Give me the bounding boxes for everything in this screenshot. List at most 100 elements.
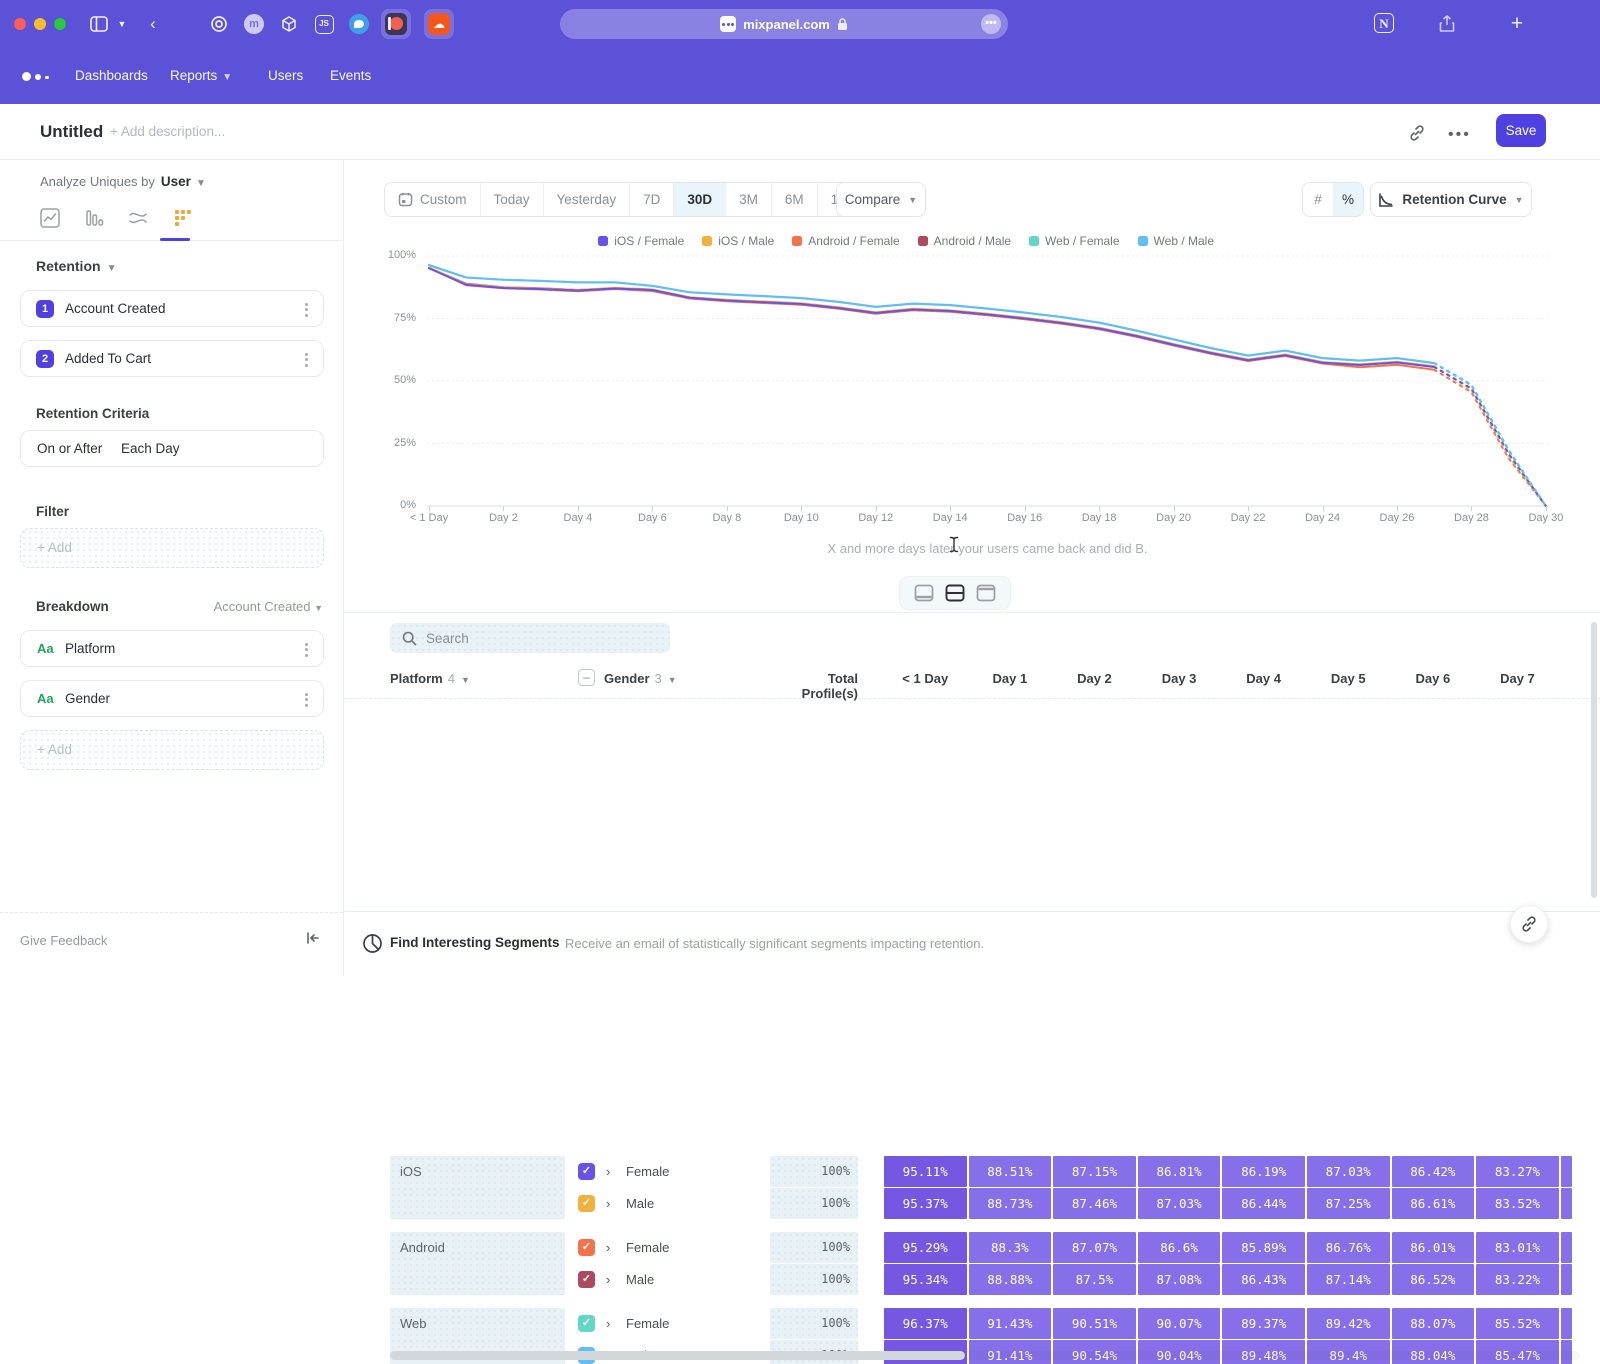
retention-line-chart[interactable] (427, 252, 1548, 512)
retention-value-cell[interactable]: 86.43% (1222, 1264, 1305, 1295)
retention-value-cell[interactable]: 89.42% (1307, 1308, 1390, 1339)
criteria-interval-dropdown[interactable]: Each Day (121, 441, 180, 456)
copy-link-icon[interactable] (1408, 124, 1426, 142)
breakdown-gender[interactable]: Aa Gender (20, 680, 324, 717)
chart-bar-tab-icon[interactable] (84, 208, 106, 230)
kebab-menu-icon[interactable] (305, 640, 311, 659)
browser-tab-avatar-m-icon[interactable]: m (239, 9, 269, 39)
save-button[interactable]: Save (1496, 114, 1546, 147)
retention-value-cell[interactable]: 87.25% (1307, 1188, 1390, 1219)
analyze-value-dropdown[interactable]: User (161, 174, 191, 189)
browser-tab-cloud-app-icon[interactable]: ☁ (424, 9, 454, 39)
platform-cell[interactable]: Android (390, 1232, 565, 1295)
back-icon[interactable]: ‹ (144, 9, 162, 39)
retention-value-cell[interactable]: 85.89% (1222, 1232, 1305, 1263)
share-link-floating-button[interactable] (1510, 905, 1548, 943)
gender-checkbox[interactable]: ✓ (578, 1315, 595, 1332)
layout-split-icon[interactable] (945, 583, 965, 603)
window-zoom-button[interactable] (54, 18, 66, 30)
breakdown-scope-dropdown[interactable]: Account Created ▼ (214, 599, 323, 614)
retention-tab-icon[interactable] (172, 208, 194, 230)
more-options-icon[interactable]: ••• (1448, 126, 1471, 144)
retention-value-cell[interactable]: 86.61% (1392, 1188, 1475, 1219)
add-breakdown-button[interactable]: + Add (20, 730, 324, 770)
range-30d[interactable]: 30D (674, 183, 726, 216)
retention-value-cell[interactable]: 86.6% (1138, 1232, 1221, 1263)
chart-line-tab-icon[interactable] (40, 208, 62, 230)
retention-value-cell[interactable]: 86.01% (1392, 1232, 1475, 1263)
legend-item[interactable]: Android / Male (918, 234, 1011, 248)
retention-value-cell[interactable]: 88.51% (969, 1156, 1052, 1187)
window-close-button[interactable] (14, 18, 26, 30)
retention-value-cell[interactable]: 90.51% (1053, 1308, 1136, 1339)
layout-table-only-icon[interactable] (976, 583, 996, 603)
retention-value-cell[interactable]: 83.52% (1476, 1188, 1559, 1219)
retention-value-cell[interactable]: 88.3% (969, 1232, 1052, 1263)
retention-value-cell[interactable]: 91.43% (969, 1308, 1052, 1339)
expand-row-icon[interactable]: › (606, 1316, 610, 1331)
legend-item[interactable]: iOS / Male (702, 234, 774, 248)
layout-chart-only-icon[interactable] (914, 583, 934, 603)
horizontal-scrollbar-thumb[interactable] (390, 1351, 965, 1360)
chevron-down-icon[interactable]: ▼ (114, 9, 130, 39)
absolute-unit-button[interactable]: # (1303, 183, 1333, 216)
range-yesterday[interactable]: Yesterday (544, 183, 631, 216)
nav-users[interactable]: Users (268, 66, 303, 86)
retention-value-cell[interactable]: 88.73% (969, 1188, 1052, 1219)
kebab-menu-icon[interactable] (305, 690, 311, 709)
retention-step-1[interactable]: 1 Account Created (20, 290, 324, 327)
gender-checkbox[interactable]: ✓ (578, 1239, 595, 1256)
retention-value-cell[interactable]: 86.19% (1222, 1156, 1305, 1187)
retention-value-cell[interactable]: 86.76% (1307, 1232, 1390, 1263)
gender-checkbox[interactable]: ✓ (578, 1271, 595, 1288)
retention-value-cell[interactable]: 87.14% (1307, 1264, 1390, 1295)
browser-tab-js-icon[interactable]: JS (309, 9, 339, 39)
retention-value-cell[interactable]: 87.03% (1138, 1188, 1221, 1219)
url-bar[interactable]: mixpanel.com ••• (560, 9, 1008, 39)
expand-row-icon[interactable]: › (606, 1164, 610, 1179)
gender-checkbox[interactable]: ✓ (578, 1163, 595, 1180)
window-minimize-button[interactable] (34, 18, 46, 30)
retention-value-cell[interactable]: 87.5% (1053, 1264, 1136, 1295)
retention-value-cell[interactable]: 83.22% (1476, 1264, 1559, 1295)
report-title[interactable]: Untitled (40, 122, 103, 142)
legend-item[interactable]: Web / Male (1138, 234, 1214, 248)
retention-value-cell[interactable]: 87.08% (1138, 1264, 1221, 1295)
retention-section-heading[interactable]: Retention▼ (36, 258, 116, 274)
retention-value-cell[interactable]: 95.37% (884, 1188, 967, 1219)
browser-sidebar-icon[interactable] (88, 9, 110, 39)
retention-value-cell[interactable]: 96.37% (884, 1308, 967, 1339)
platform-cell[interactable]: iOS (390, 1156, 565, 1219)
range-7d[interactable]: 7D (630, 183, 674, 216)
legend-item[interactable]: Android / Female (792, 234, 899, 248)
percent-unit-button[interactable]: % (1333, 183, 1363, 216)
browser-tab-bird-icon[interactable] (344, 9, 374, 39)
retention-value-cell[interactable]: 90.07% (1138, 1308, 1221, 1339)
range-3m[interactable]: 3M (726, 183, 772, 216)
criteria-type-dropdown[interactable]: On or After (37, 441, 102, 456)
url-options-icon[interactable]: ••• (981, 14, 1001, 34)
retention-value-cell[interactable]: 86.44% (1222, 1188, 1305, 1219)
retention-value-cell[interactable]: 87.46% (1053, 1188, 1136, 1219)
kebab-menu-icon[interactable] (305, 300, 311, 319)
retention-value-cell[interactable]: 88.07% (1392, 1308, 1475, 1339)
retention-value-cell[interactable]: 85.52% (1476, 1308, 1559, 1339)
expand-row-icon[interactable]: › (606, 1240, 610, 1255)
step-event-name[interactable]: Account Created (65, 301, 166, 316)
breakdown-property-name[interactable]: Platform (65, 641, 115, 656)
add-filter-button[interactable]: + Add (20, 528, 324, 568)
share-icon[interactable] (1436, 9, 1458, 39)
expand-row-icon[interactable]: › (606, 1272, 610, 1287)
legend-item[interactable]: iOS / Female (598, 234, 684, 248)
retention-value-cell[interactable]: 95.34% (884, 1264, 967, 1295)
compare-button[interactable]: Compare▼ (836, 182, 926, 217)
expand-row-icon[interactable]: › (606, 1196, 610, 1211)
retention-value-cell[interactable]: 86.52% (1392, 1264, 1475, 1295)
legend-item[interactable]: Web / Female (1029, 234, 1119, 248)
retention-value-cell[interactable]: 83.01% (1476, 1232, 1559, 1263)
gender-checkbox[interactable]: ✓ (578, 1195, 595, 1212)
retention-value-cell[interactable]: 87.07% (1053, 1232, 1136, 1263)
retention-value-cell[interactable]: 87.15% (1053, 1156, 1136, 1187)
retention-value-cell[interactable]: 89.37% (1222, 1308, 1305, 1339)
notion-extension-icon[interactable]: N (1372, 9, 1396, 39)
